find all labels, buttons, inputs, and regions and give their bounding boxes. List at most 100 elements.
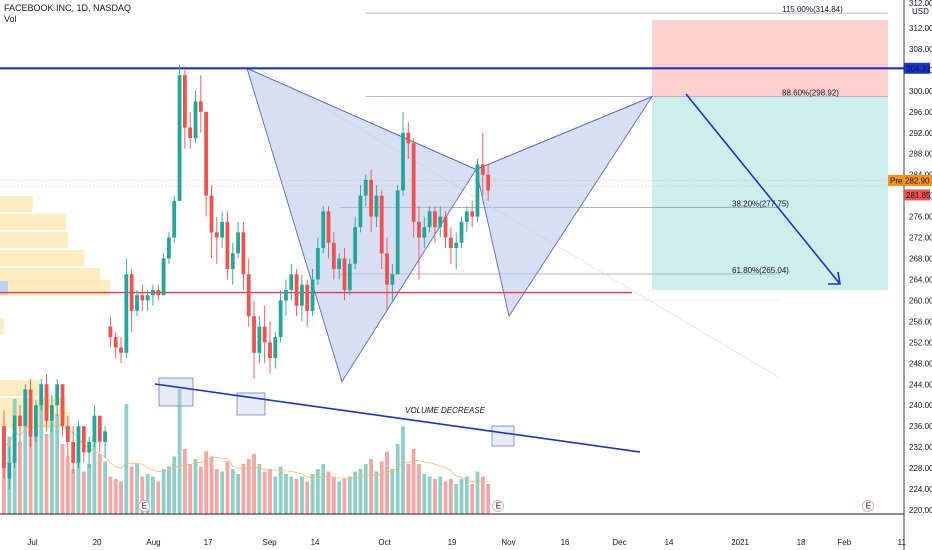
volume-bar xyxy=(433,479,437,514)
projection-arrow-line xyxy=(685,93,841,285)
candle-body xyxy=(379,195,384,254)
volume-bar xyxy=(262,471,267,514)
volume-bar xyxy=(475,471,480,514)
candle-body xyxy=(443,216,448,238)
earnings-circle-icon xyxy=(862,500,874,512)
candle-body xyxy=(252,316,256,353)
volume-bar xyxy=(49,421,54,514)
candle-body xyxy=(49,405,54,421)
volume-bar xyxy=(353,471,358,514)
volume-bar xyxy=(236,474,240,514)
candle-body xyxy=(236,232,240,254)
volume-bar xyxy=(448,479,453,514)
last-price-badge[interactable]: Pre 282.90 xyxy=(888,174,932,186)
candle-body xyxy=(204,111,209,196)
candle-body xyxy=(18,415,22,427)
price-tick-label: 244.00 xyxy=(909,380,932,389)
stop-loss-zone[interactable] xyxy=(652,20,888,97)
price-tick-label: 292.00 xyxy=(909,129,932,138)
earnings-marker-label: E xyxy=(142,502,147,511)
time-tick-label: Feb xyxy=(837,538,851,547)
candle-body xyxy=(310,279,315,311)
candle-body xyxy=(28,389,33,437)
volume-bar xyxy=(145,474,150,514)
candle-body xyxy=(448,237,453,249)
volume-bar xyxy=(310,474,315,514)
candle-body xyxy=(363,179,368,196)
earnings-marker-label: E xyxy=(866,502,871,511)
volume-bar xyxy=(385,451,389,514)
volume-profile-poc xyxy=(0,281,8,295)
candle-body xyxy=(273,337,278,359)
earnings-marker[interactable]: E xyxy=(138,500,150,512)
candle-body xyxy=(486,174,491,191)
volume-indicator-label[interactable]: Vol xyxy=(4,14,17,24)
last-price-badge-text: Pre xyxy=(890,176,903,185)
candle-body xyxy=(257,326,262,353)
volume-bar xyxy=(326,471,331,514)
candle-body xyxy=(278,300,283,338)
candle-body xyxy=(135,295,139,311)
time-tick-label: Aug xyxy=(146,538,160,547)
price-tick-label: 296.00 xyxy=(909,108,932,117)
pattern-bcd-triangle[interactable] xyxy=(475,95,654,318)
candle-body xyxy=(427,211,432,228)
earnings-marker[interactable]: E xyxy=(862,500,874,512)
price-axis[interactable]: 312.00308.00304.00300.00296.00292.00288.… xyxy=(909,0,932,515)
candle-body xyxy=(220,221,225,238)
volume-bar xyxy=(161,469,166,514)
candle-body xyxy=(315,248,320,280)
volume-bar xyxy=(337,481,342,514)
candle-body xyxy=(193,101,198,139)
price-tick-label: 276.00 xyxy=(909,213,932,222)
volume-trend-line[interactable] xyxy=(154,383,641,453)
volume-bar xyxy=(55,414,60,514)
time-tick-label: 20 xyxy=(93,538,102,547)
candle-body xyxy=(284,289,288,301)
candle-body xyxy=(411,143,416,222)
fib-label: 38.20%(277.75) xyxy=(732,199,789,208)
candle-body xyxy=(331,242,336,269)
price-tick-label: 240.00 xyxy=(909,401,932,410)
volume-bar xyxy=(87,464,92,514)
candle-body xyxy=(44,384,49,421)
volume-bar xyxy=(204,451,209,514)
volume-bar xyxy=(214,469,219,514)
time-tick-label: 17 xyxy=(204,538,213,547)
volume-profile-bar xyxy=(0,380,40,396)
harmonic-pattern[interactable] xyxy=(246,67,654,383)
time-axis[interactable]: Jul 20 Aug 17 Sep 14 Oct 19 Nov 16 Dec 14 2021 18 Feb 1… xyxy=(27,538,906,547)
volume-bar xyxy=(92,436,97,514)
volume-bar xyxy=(119,481,123,514)
volume-bar xyxy=(305,481,310,514)
time-tick-label: 2021 xyxy=(731,538,749,547)
price-tick-label: 236.00 xyxy=(909,422,932,431)
candle-body xyxy=(454,242,459,249)
volume-highlight-box[interactable] xyxy=(491,425,515,447)
resistance-price-badge[interactable]: 304.31 xyxy=(904,62,931,74)
last-price-badge-bg xyxy=(888,174,932,186)
candle-body xyxy=(241,232,246,275)
take-profit-zone[interactable] xyxy=(652,96,888,290)
volume-bar xyxy=(76,451,81,514)
time-tick-label: 16 xyxy=(561,538,570,547)
fib-label: 61.80%(265.04) xyxy=(732,266,789,275)
candle-body xyxy=(230,253,235,269)
volume-profile-bar xyxy=(0,250,84,266)
candle-body xyxy=(246,274,251,317)
close-price-badge[interactable]: 281.85 xyxy=(904,189,931,201)
projection-arrow[interactable] xyxy=(685,93,841,285)
volume-bar xyxy=(273,476,278,514)
volume-bar xyxy=(411,449,416,514)
volume-bar xyxy=(401,426,405,514)
price-tick-label: 232.00 xyxy=(909,443,932,452)
volume-bar xyxy=(268,469,272,514)
volume-highlight-box[interactable] xyxy=(158,377,194,407)
price-tick-label: 256.00 xyxy=(909,317,932,326)
earnings-marker[interactable]: E xyxy=(492,500,504,512)
volume-profile xyxy=(0,196,110,428)
candle-body xyxy=(103,431,107,442)
candle-body xyxy=(433,211,437,228)
